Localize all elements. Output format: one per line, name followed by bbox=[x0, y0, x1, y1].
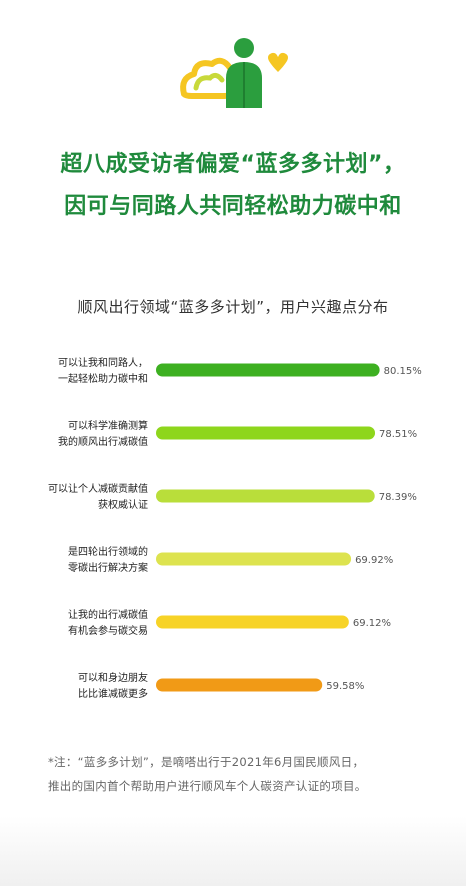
bottom-fade bbox=[0, 816, 466, 886]
category-label: 一起轻松助力碳中和 bbox=[58, 372, 148, 385]
header-illustration bbox=[180, 38, 288, 108]
footnote-line-1: *注：“蓝多多计划”，是嘀嗒出行于2021年6月国民顺风日， bbox=[48, 755, 365, 769]
heart-icon bbox=[268, 52, 288, 72]
bar bbox=[156, 615, 349, 629]
bar bbox=[156, 363, 380, 377]
category-label: 可以让我和同路人， bbox=[58, 356, 148, 369]
bar bbox=[156, 489, 375, 503]
footnote: *注：“蓝多多计划”，是嘀嗒出行于2021年6月国民顺风日， 推出的国内首个帮助… bbox=[48, 750, 438, 798]
value-label: 78.39% bbox=[379, 492, 417, 503]
category-label: 是四轮出行领域的 bbox=[68, 545, 148, 558]
value-label: 80.15% bbox=[384, 366, 422, 377]
category-label: 零碳出行解决方案 bbox=[68, 561, 148, 574]
value-label: 78.51% bbox=[379, 429, 417, 440]
category-label: 获权威认证 bbox=[98, 498, 148, 511]
value-label: 69.12% bbox=[353, 618, 391, 629]
category-label: 可以让个人减碳贡献值 bbox=[48, 482, 148, 495]
category-label: 让我的出行减碳值 bbox=[68, 608, 148, 621]
bar bbox=[156, 678, 323, 692]
chart-title: 顺风出行领域“蓝多多计划”，用户兴趣点分布 bbox=[77, 298, 389, 316]
value-label: 59.58% bbox=[326, 681, 364, 692]
category-label: 可以科学准确测算 bbox=[68, 419, 148, 432]
headline-line-2: 因可与同路人共同轻松助力碳中和 bbox=[64, 194, 402, 219]
bar bbox=[156, 426, 376, 440]
value-label: 69.92% bbox=[355, 555, 393, 566]
headline-line-1: 超八成受访者偏爱“蓝多多计划”， bbox=[60, 152, 406, 177]
category-label: 有机会参与碳交易 bbox=[68, 624, 148, 637]
category-label: 可以和身边朋友 bbox=[78, 671, 148, 684]
bar bbox=[156, 552, 352, 566]
footnote-line-2: 推出的国内首个帮助用户进行顺风车个人碳资产认证的项目。 bbox=[48, 779, 367, 793]
person-icon bbox=[226, 38, 262, 108]
category-label: 比比谁减碳更多 bbox=[78, 687, 148, 700]
category-label: 我的顺风出行减碳值 bbox=[58, 435, 148, 448]
